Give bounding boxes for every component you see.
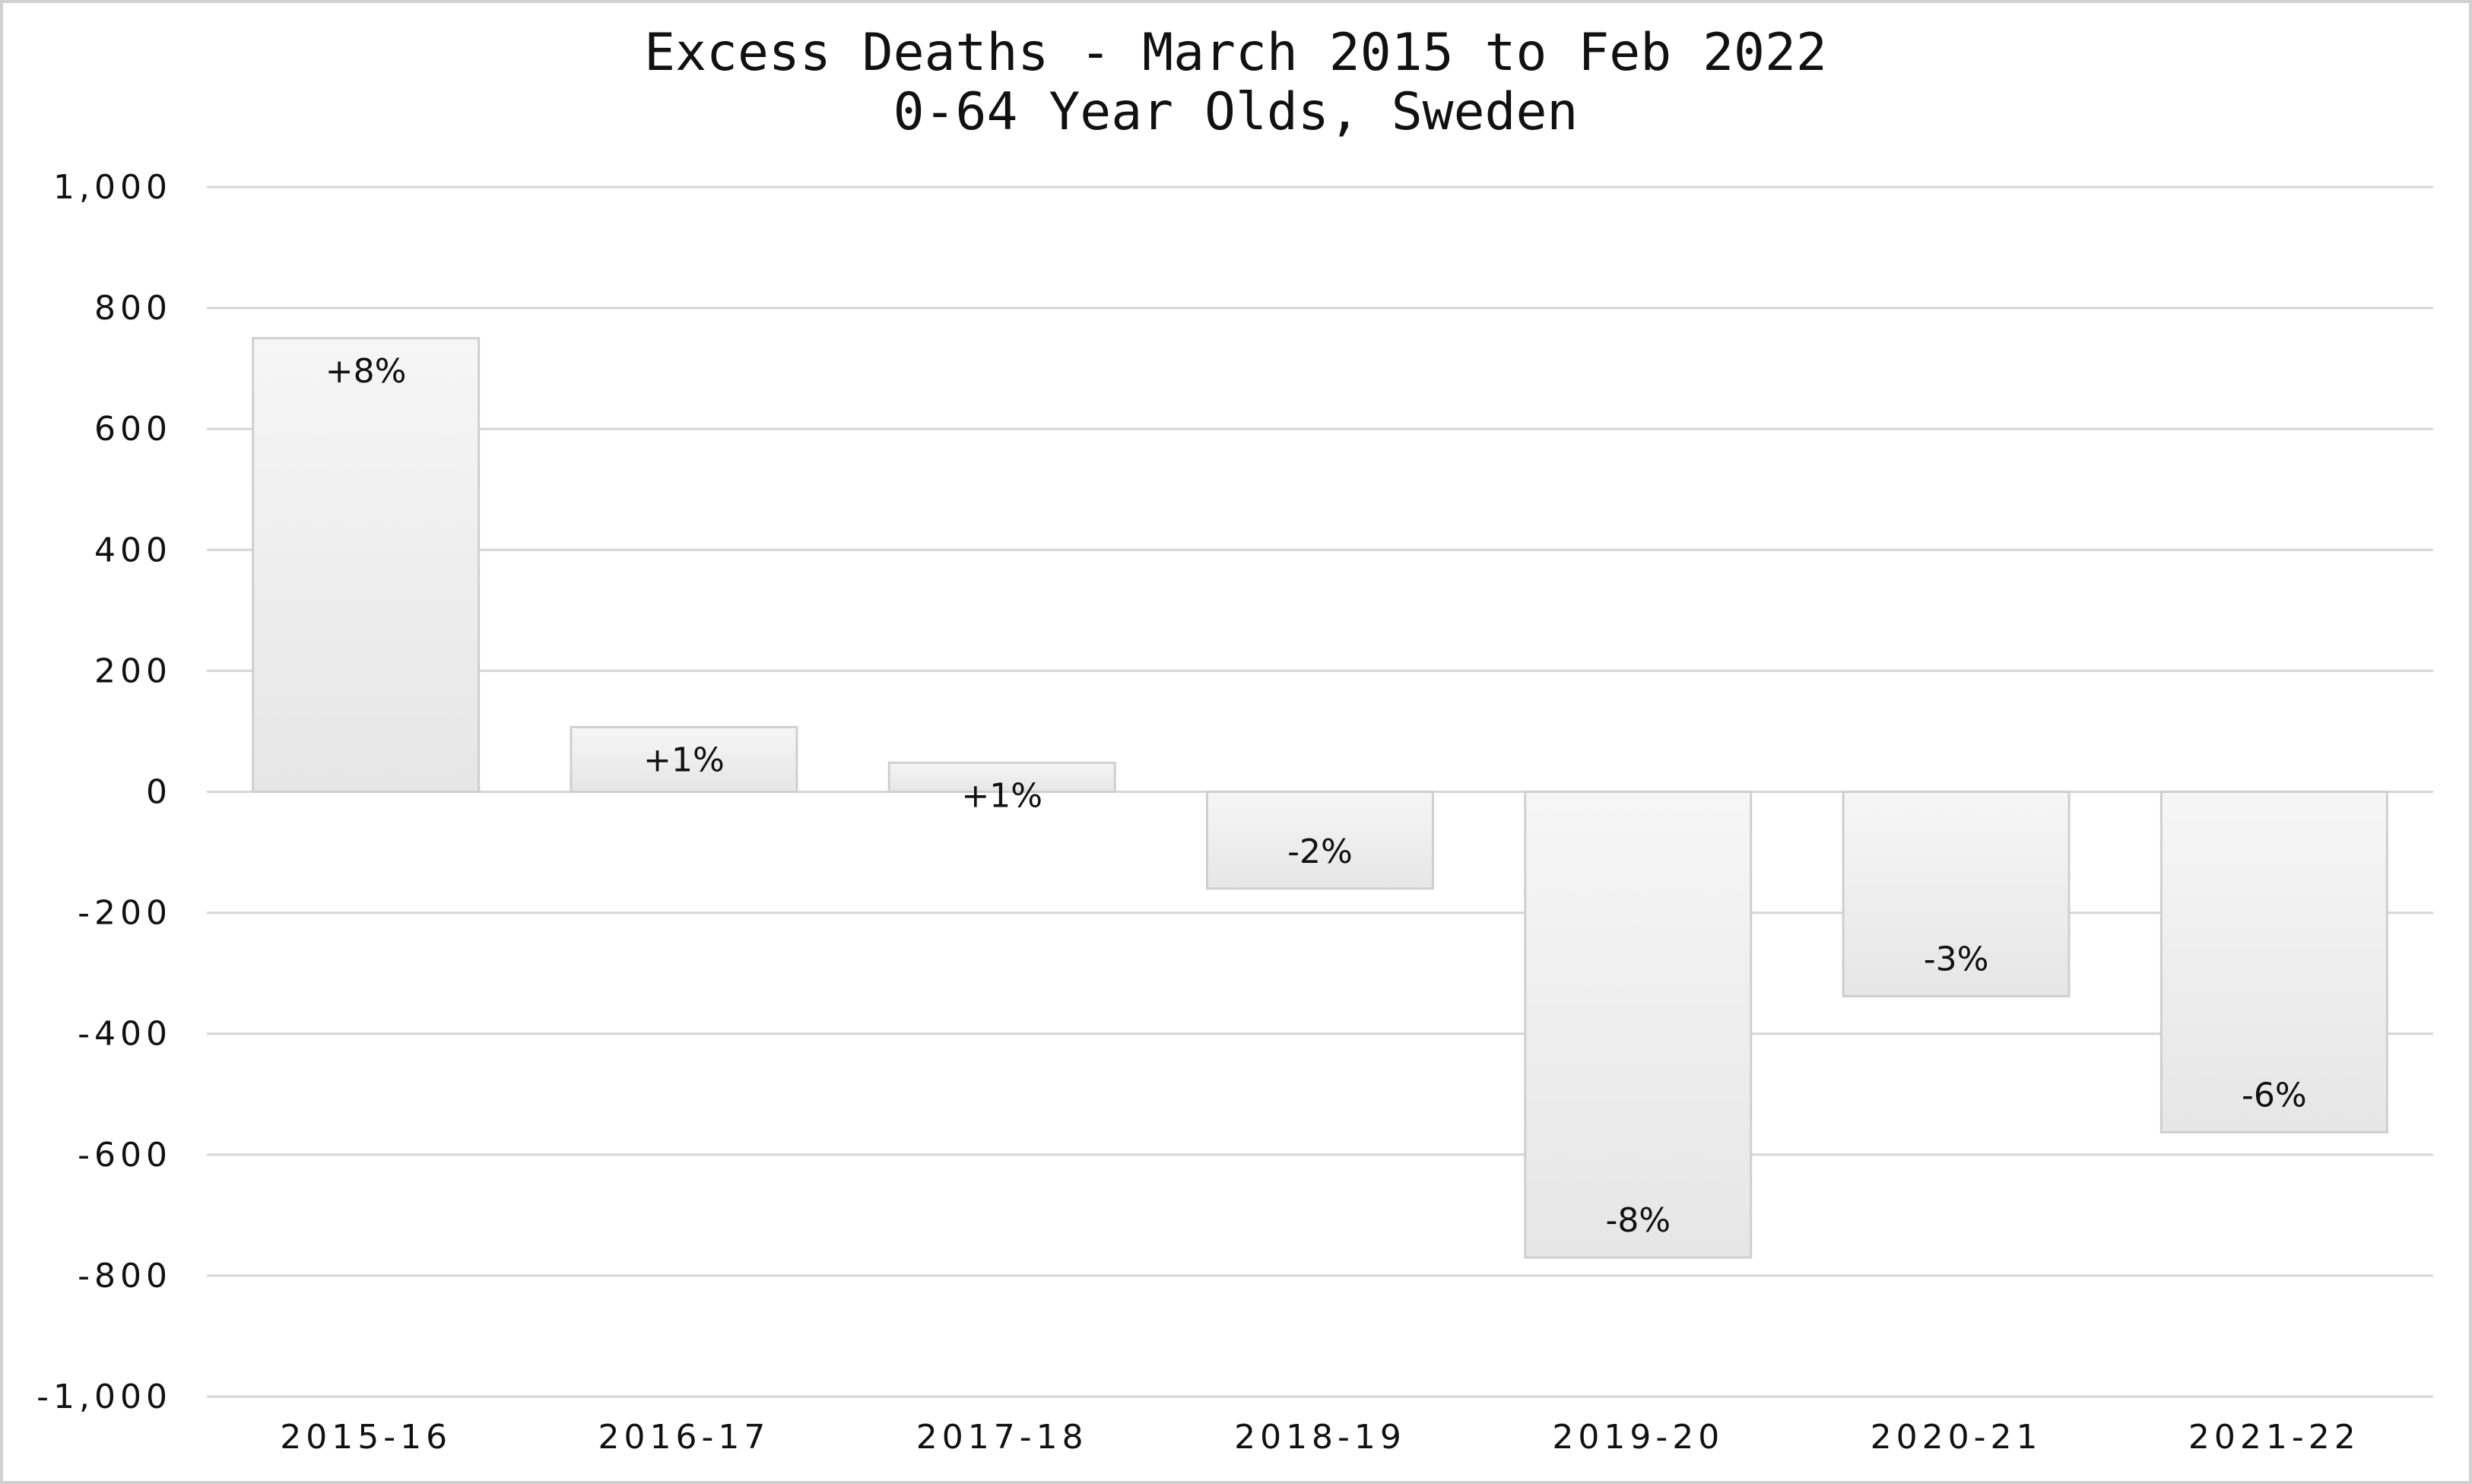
y-tick-label: -800 bbox=[78, 1257, 172, 1295]
bar-2018-19 bbox=[1206, 791, 1434, 890]
y-tick-label: 600 bbox=[94, 410, 172, 449]
y-tick-label: -400 bbox=[78, 1015, 172, 1054]
x-tick-label: 2017-18 bbox=[916, 1418, 1088, 1457]
x-tick-label: 2015-16 bbox=[280, 1418, 452, 1457]
data-labels: +8% +1% +1% -2% -8% -3% -6% bbox=[325, 352, 2307, 1240]
y-tick-label: 1,000 bbox=[53, 168, 172, 207]
data-label-2017-18: +1% bbox=[961, 776, 1042, 815]
x-tick-label: 2020-21 bbox=[1871, 1418, 2042, 1457]
bar-2021-22 bbox=[2159, 791, 2388, 1134]
y-tick-label: 200 bbox=[94, 652, 172, 690]
y-axis-ticks: 1,000 800 600 400 200 0 -200 -400 -600 -800 -1,000 bbox=[36, 168, 172, 1416]
y-tick-label: -200 bbox=[78, 894, 172, 933]
bars bbox=[252, 337, 2388, 1259]
data-label-2016-17: +1% bbox=[643, 740, 725, 779]
bar-2019-20 bbox=[1524, 791, 1753, 1259]
bar-2016-17 bbox=[570, 725, 798, 793]
y-tick-label: -600 bbox=[78, 1136, 172, 1175]
bar-2015-16 bbox=[252, 337, 481, 793]
y-tick-label: 800 bbox=[94, 289, 172, 328]
chart-title: Excess Deaths - March 2015 to Feb 2022 bbox=[644, 23, 1827, 83]
data-label-2015-16: +8% bbox=[325, 352, 407, 391]
x-tick-label: 2021-22 bbox=[2188, 1418, 2360, 1457]
chart-subtitle: 0-64 Year Olds, Sweden bbox=[893, 82, 1579, 142]
x-tick-label: 2016-17 bbox=[598, 1418, 770, 1457]
data-label-2021-22: -6% bbox=[2242, 1076, 2307, 1115]
y-tick-label: 0 bbox=[146, 773, 172, 812]
bar-2017-18 bbox=[887, 761, 1116, 793]
data-label-2018-19: -2% bbox=[1287, 832, 1353, 871]
data-label-2020-21: -3% bbox=[1924, 940, 1989, 978]
x-axis-ticks: 2015-16 2016-17 2017-18 2018-19 2019-20 2020-… bbox=[280, 1418, 2360, 1457]
y-tick-label: -1,000 bbox=[36, 1378, 172, 1416]
x-tick-label: 2019-20 bbox=[1552, 1418, 1724, 1457]
data-label-2019-20: -8% bbox=[1605, 1201, 1671, 1240]
bar-2020-21 bbox=[1842, 791, 2071, 997]
y-tick-label: 400 bbox=[94, 531, 172, 569]
x-tick-label: 2018-19 bbox=[1234, 1418, 1406, 1457]
